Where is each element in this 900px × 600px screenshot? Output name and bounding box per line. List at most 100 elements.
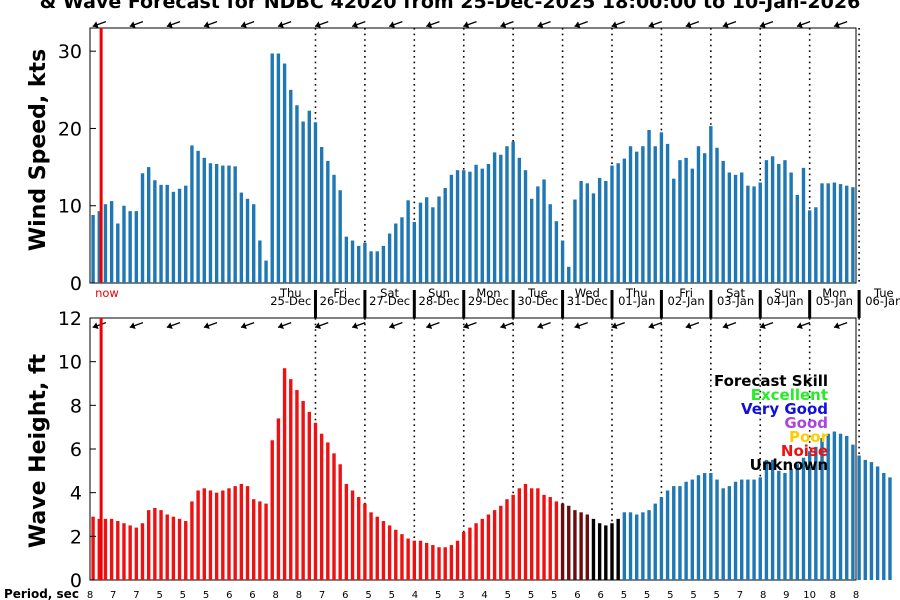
wind-speed-bar xyxy=(363,242,367,283)
wave-height-bar xyxy=(159,510,163,580)
wave-direction-arrow-icon xyxy=(722,321,737,329)
wind-speed-bar xyxy=(412,221,417,283)
wave-direction-arrow-icon xyxy=(611,321,625,329)
wind-speed-bar xyxy=(567,266,571,283)
wind-speed-bar xyxy=(252,204,256,283)
day-separator-tick xyxy=(758,290,762,318)
wind-speed-bar xyxy=(770,156,775,283)
wave-direction-arrow-icon xyxy=(240,321,255,329)
wave-direction-arrow-icon xyxy=(92,321,107,329)
wind-speed-bar xyxy=(492,152,497,283)
wave-height-bar xyxy=(529,488,534,580)
wind-direction-arrow-icon xyxy=(129,20,144,28)
wind-speed-bar xyxy=(499,154,503,283)
wind-y-tick-label: 30 xyxy=(58,41,82,63)
day-of-week-label: Sun xyxy=(428,286,450,300)
wave-height-bar xyxy=(387,525,392,580)
wave-height-bar xyxy=(523,483,528,580)
wind-speed-bar xyxy=(214,164,219,283)
period-tick-label: 5 xyxy=(435,590,441,600)
day-separator-tick xyxy=(363,290,367,318)
wind-speed-bar xyxy=(146,167,151,283)
legend-entry: Noise xyxy=(781,442,828,460)
day-of-week-label: Wed xyxy=(575,286,600,300)
wave-height-bar xyxy=(888,477,892,580)
wind-speed-bar xyxy=(733,174,738,283)
wave-direction-arrow-icon xyxy=(648,321,663,329)
wave-y-axis-label: Wave Height, ft xyxy=(26,353,51,548)
period-tick-label: 5 xyxy=(365,590,371,600)
wave-height-bar xyxy=(560,503,565,580)
wind-speed-bar xyxy=(221,165,225,283)
wave-height-bar xyxy=(276,418,281,580)
wave-height-bar xyxy=(696,475,701,580)
wave-height-bar xyxy=(239,483,244,580)
wave-direction-arrow-icon xyxy=(314,321,329,329)
wind-direction-arrow-icon xyxy=(277,20,292,28)
wind-speed-bar xyxy=(431,207,435,283)
period-tick-label: 8 xyxy=(830,590,836,600)
wave-height-bar xyxy=(678,486,682,580)
day-separator-tick xyxy=(313,290,317,318)
wind-speed-bar xyxy=(387,233,392,283)
wave-y-tick-label: 6 xyxy=(70,439,82,461)
wind-speed-bar xyxy=(443,187,447,283)
wind-speed-bar xyxy=(406,200,410,283)
wind-speed-bar xyxy=(591,193,596,283)
wind-speed-bar xyxy=(319,147,324,283)
wind-speed-bar xyxy=(604,181,608,283)
wind-speed-bar xyxy=(394,223,398,283)
wave-height-bar xyxy=(443,547,447,580)
wave-y-tick-label: 10 xyxy=(58,352,82,374)
wind-direction-arrow-icon xyxy=(388,20,403,28)
wind-plot-frame xyxy=(89,27,857,284)
wave-height-bar xyxy=(672,486,676,580)
wind-speed-bar xyxy=(357,245,361,283)
wind-direction-arrow-icon xyxy=(648,20,663,28)
wave-height-bar xyxy=(746,479,750,580)
wave-height-bar xyxy=(326,442,330,580)
wind-speed-bar xyxy=(801,167,806,283)
wind-speed-bar xyxy=(814,207,818,283)
wave-height-bar xyxy=(875,466,880,580)
wave-height-bar xyxy=(851,444,855,580)
date-label: 29-Dec xyxy=(468,294,509,308)
wave-height-bar xyxy=(659,497,664,580)
wave-height-bar xyxy=(394,529,398,580)
wind-speed-bar xyxy=(647,130,651,283)
day-of-week-label: Sun xyxy=(774,286,796,300)
wind-speed-bar xyxy=(462,170,466,283)
wind-speed-bar xyxy=(597,177,602,283)
wind-speed-bar xyxy=(140,173,145,283)
wind-direction-arrow-icon xyxy=(537,20,551,28)
day-separator-tick xyxy=(857,290,861,318)
wave-height-bar xyxy=(227,488,231,580)
wave-direction-arrow-icon xyxy=(796,321,811,329)
wind-speed-bar xyxy=(826,183,830,283)
wave-height-bar xyxy=(628,512,633,580)
wave-height-bar xyxy=(462,531,466,580)
wind-speed-bar xyxy=(851,187,855,283)
wave-height-bar xyxy=(882,473,886,580)
day-separator-tick xyxy=(610,290,614,318)
wave-height-bar xyxy=(400,534,404,580)
wave-height-bar xyxy=(270,440,274,580)
wave-height-bar xyxy=(795,464,800,580)
wave-direction-arrow-icon xyxy=(500,321,514,329)
wave-height-bar xyxy=(375,516,379,580)
legend-entry: Very Good xyxy=(741,400,828,418)
wave-height-bar xyxy=(548,497,552,580)
period-tick-label: 5 xyxy=(528,590,534,600)
wind-speed-bar xyxy=(678,160,682,283)
wind-speed-bar xyxy=(474,164,478,283)
wave-height-bar xyxy=(165,514,169,580)
wave-height-bar xyxy=(622,512,627,580)
wave-height-bar xyxy=(344,483,349,580)
wind-speed-bar xyxy=(789,172,793,283)
wind-speed-bar xyxy=(196,150,200,283)
wave-height-bar xyxy=(838,433,843,580)
wind-speed-panel: 0102030Thu25-DecFri26-DecSat27-DecSun28-… xyxy=(58,20,900,318)
period-tick-label: 7 xyxy=(110,590,116,600)
wave-height-bar xyxy=(313,422,318,580)
